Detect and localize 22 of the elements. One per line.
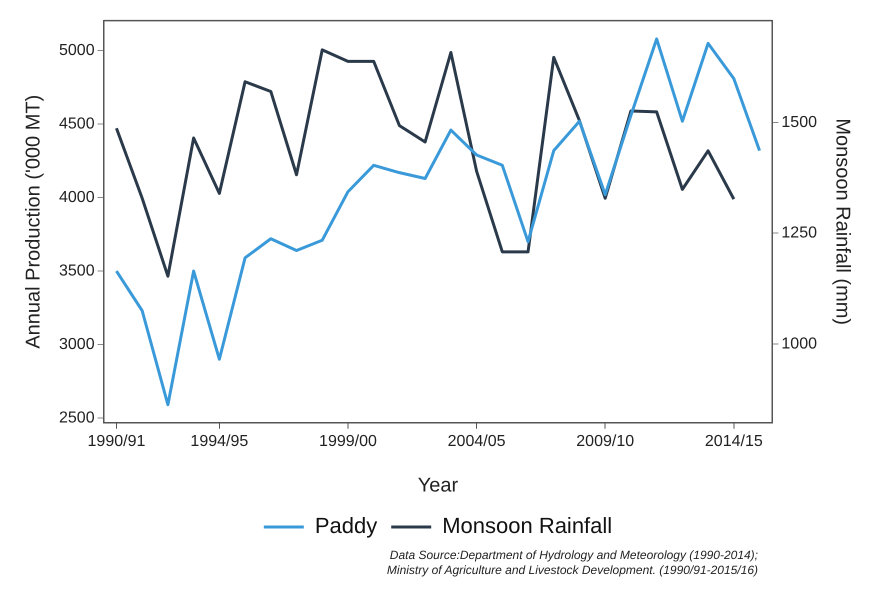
y-tick-label: 2500 [59, 409, 95, 426]
x-tick-label: 2004/05 [448, 432, 506, 450]
x-tick-label: 1999/00 [319, 432, 377, 450]
y-axis-title: Annual Production ('000 MT) [22, 94, 45, 349]
y2-tick-label: 1250 [781, 224, 818, 242]
x-tick-label: 2014/15 [704, 432, 763, 450]
y-tick-label: 3000 [59, 336, 95, 353]
text: Ministry of Agriculture and Livestock Development. (1990/91-2015/16) [386, 563, 758, 578]
y-tick-label: 3500 [59, 262, 95, 280]
y-tick-label: 5000 [59, 42, 95, 60]
x-tick-label: 1994/95 [190, 432, 248, 450]
legend-label: Paddy [314, 513, 378, 538]
y-tick-label: 4000 [59, 189, 95, 206]
y2-tick-label: 1000 [781, 335, 818, 352]
x-axis-title: Year [418, 474, 459, 497]
y2-axis-title: Monsoon Rainfall (mm) [831, 118, 854, 326]
x-tick-label: 1990/91 [88, 432, 146, 450]
source-note: Data Source:Department of Hydrology and Meteorology (1990-2014); [388, 548, 758, 563]
y2-tick-label: 1500 [781, 114, 818, 131]
legend-label: Monsoon Rainfall [442, 513, 612, 538]
x-tick-label: 2009/10 [576, 432, 634, 450]
y-tick-label: 4500 [59, 116, 95, 133]
